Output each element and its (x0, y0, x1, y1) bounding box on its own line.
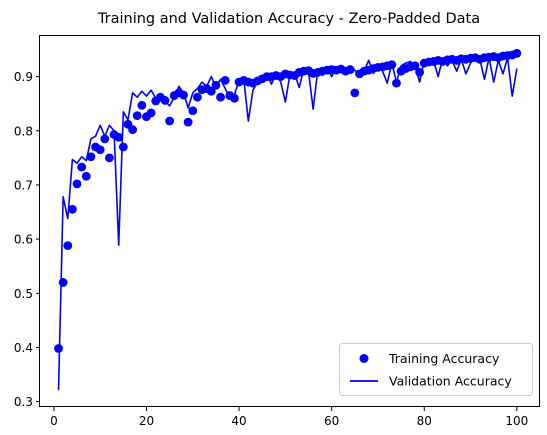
training-accuracy-point (146, 108, 156, 118)
x-tick-label: 80 (417, 414, 432, 428)
legend-training-label: Training Accuracy (388, 351, 500, 366)
training-accuracy-point (165, 116, 175, 126)
chart-title: Training and Validation Accuracy - Zero-… (97, 11, 480, 27)
x-tick-label: 20 (139, 414, 154, 428)
training-accuracy-point (216, 92, 225, 102)
training-accuracy-point (68, 204, 77, 214)
training-accuracy-point (105, 153, 114, 163)
training-accuracy-point (230, 93, 239, 103)
training-accuracy-point (193, 92, 202, 102)
y-tick-label: 0.4 (14, 341, 33, 355)
legend-validation-label: Validation Accuracy (389, 374, 512, 389)
x-tick-label: 0 (50, 414, 58, 428)
training-accuracy-point (81, 171, 91, 181)
training-accuracy-point (132, 111, 142, 121)
y-tick-label: 0.5 (14, 287, 33, 301)
axes-frame (39, 35, 540, 407)
training-accuracy-point (118, 142, 128, 152)
training-accuracy-point (63, 241, 73, 251)
y-tick-label: 0.8 (14, 124, 33, 138)
training-accuracy-point (100, 134, 110, 144)
training-accuracy-point (512, 48, 522, 58)
training-accuracy-point (77, 162, 87, 172)
y-tick-label: 0.7 (14, 178, 33, 192)
training-accuracy-point (114, 132, 124, 142)
validation-accuracy-line (57, 56, 518, 391)
training-accuracy-point (179, 90, 188, 100)
x-tick-label: 100 (505, 414, 528, 428)
training-accuracy-point (410, 61, 420, 71)
training-accuracy-point (58, 278, 68, 287)
training-accuracy-point (415, 67, 425, 77)
training-accuracy-point (86, 152, 96, 162)
training-accuracy-point (206, 86, 216, 96)
training-accuracy-point (54, 344, 63, 353)
training-accuracy-point (128, 125, 137, 135)
training-accuracy-point (220, 76, 230, 85)
y-tick-label: 0.6 (14, 233, 33, 247)
training-accuracy-point (345, 65, 355, 74)
training-accuracy-point (211, 80, 221, 90)
training-accuracy-point (387, 60, 397, 70)
training-accuracy-point (183, 117, 193, 127)
training-accuracy-point (72, 179, 82, 189)
legend: Training Accuracy Validation Accuracy (339, 343, 533, 396)
training-accuracy-point (188, 106, 198, 116)
y-tick-label: 0.3 (14, 395, 33, 409)
legend-box (339, 343, 533, 396)
y-tick-label: 0.9 (14, 70, 33, 84)
training-accuracy-point (392, 78, 401, 88)
plot-area (54, 48, 522, 391)
x-tick-label: 60 (324, 414, 339, 428)
legend-training-marker (359, 354, 369, 363)
training-accuracy-point (137, 100, 147, 110)
x-tick-label: 40 (231, 414, 246, 428)
training-accuracy-point (350, 88, 360, 98)
training-accuracy-point (160, 96, 170, 105)
axis-ticks: 0 20 40 60 80 100 0.3 0.4 0.5 0.6 0.7 0.8 0.9 (14, 70, 528, 428)
training-accuracy-point (95, 145, 105, 155)
